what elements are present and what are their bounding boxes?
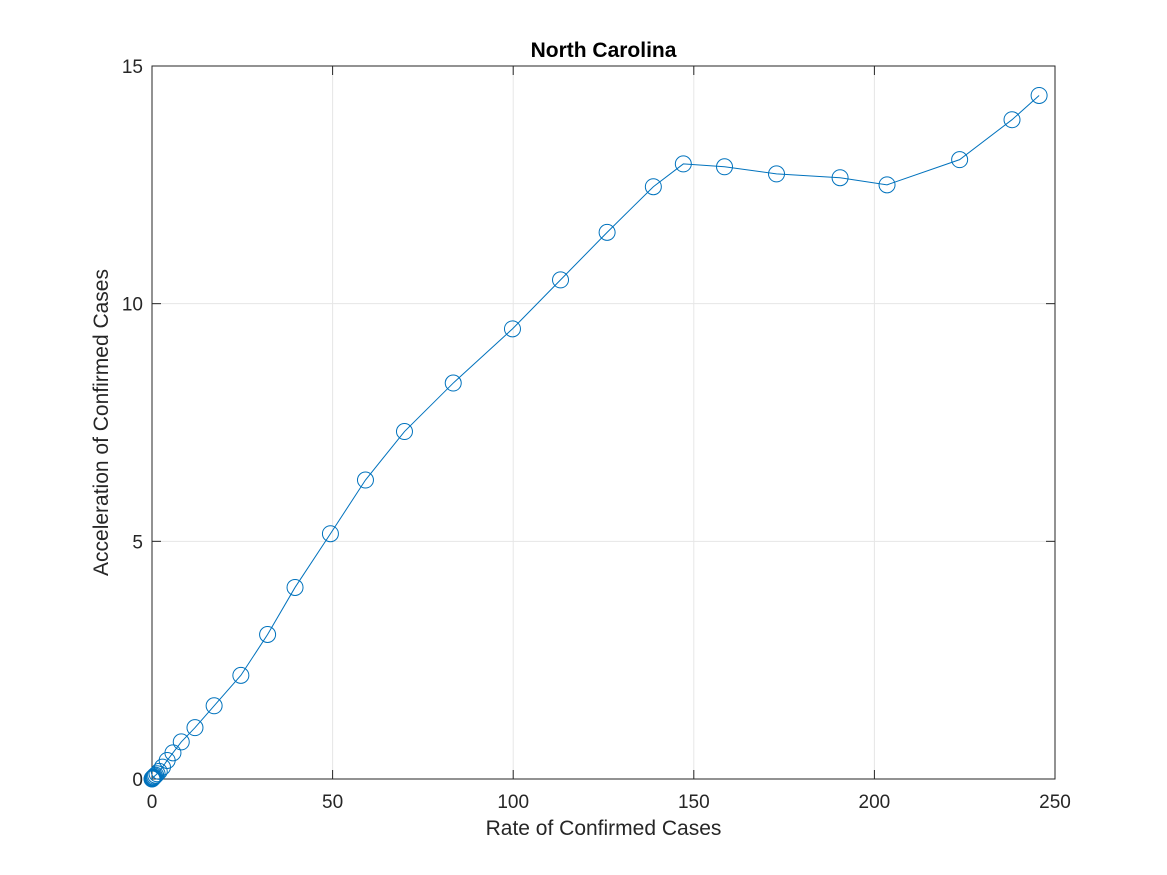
data-point-marker [503, 320, 521, 338]
data-point-marker [286, 578, 304, 596]
data-point-marker [878, 176, 896, 194]
y-tick-label: 5 [132, 532, 143, 553]
data-point-marker [153, 758, 171, 776]
x-tick-label: 0 [147, 792, 158, 813]
data-point-marker [395, 423, 413, 441]
y-tick-label: 10 [122, 295, 143, 316]
x-tick-label: 100 [497, 792, 529, 813]
tick-labels: 0 50 100 150 200 250 0 5 10 15 [122, 57, 1071, 813]
x-tick-label: 50 [322, 792, 343, 813]
x-tick-label: 200 [859, 792, 891, 813]
data-point-marker [951, 151, 969, 169]
data-point-marker [831, 169, 849, 187]
data-point-marker [716, 158, 734, 176]
data-point-marker [444, 374, 462, 392]
data-point-marker [148, 765, 166, 783]
data-point-marker [172, 733, 190, 751]
data-point-marker [552, 271, 570, 289]
data-point-marker [768, 165, 786, 183]
plot-area [152, 66, 1055, 779]
data-point-marker [259, 625, 277, 643]
series-line-path [151, 95, 1040, 780]
data-point-marker [674, 155, 692, 173]
series-line [143, 86, 1048, 788]
data-point-marker [644, 178, 662, 196]
data-point-marker [598, 223, 616, 241]
data-point-marker [232, 666, 250, 684]
data-point-marker [356, 471, 374, 489]
y-axis-label: Acceleration of Confirmed Cases [90, 269, 113, 576]
chart-title: North Carolina [531, 39, 677, 62]
y-tick-label: 0 [132, 770, 143, 791]
y-tick-label: 15 [122, 57, 143, 78]
x-axis-label: Rate of Confirmed Cases [486, 817, 722, 840]
data-point-marker [1030, 86, 1048, 104]
data-point-marker [1003, 111, 1021, 129]
data-point-marker [164, 744, 182, 762]
axis-ticks [151, 65, 1056, 780]
x-tick-label: 250 [1039, 792, 1071, 813]
x-tick-label: 150 [678, 792, 710, 813]
data-point-marker [321, 525, 339, 543]
plot-box [151, 65, 1056, 780]
data-point-marker [186, 719, 204, 737]
data-point-marker [145, 768, 163, 786]
data-point-marker [205, 697, 223, 715]
